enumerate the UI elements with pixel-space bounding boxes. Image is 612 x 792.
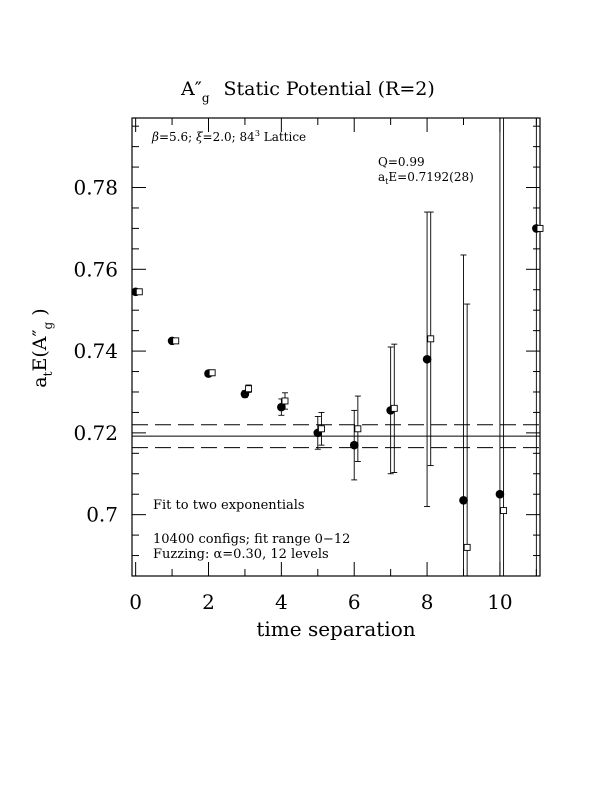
x-tick-label: 10: [487, 590, 512, 614]
lattice-label: β=5.6; ξ=2.0; 843 Lattice: [151, 129, 306, 144]
y-tick-label: 0.72: [73, 421, 118, 445]
configs-label: 10400 configs; fit range 0−12: [153, 532, 350, 547]
data-point-square: [463, 543, 471, 551]
data-point-square: [281, 397, 289, 405]
fit-band: [132, 424, 540, 449]
data-series: [131, 118, 544, 576]
y-tick-label: 0.74: [73, 339, 118, 363]
data-point-square: [208, 369, 216, 377]
x-tick-label: 0: [129, 590, 142, 614]
data-point-square: [354, 425, 362, 433]
data-point-circle: [495, 489, 505, 499]
x-tick-label: 6: [348, 590, 361, 614]
data-point-square: [317, 425, 325, 433]
x-tick-label: 8: [421, 590, 434, 614]
data-point-square: [135, 288, 143, 296]
data-point-square: [172, 337, 180, 345]
data-point-square: [500, 507, 508, 515]
chart-title: A″g Static Potential (R=2): [180, 78, 435, 105]
data-point-square: [245, 385, 253, 393]
data-point-square: [427, 335, 435, 343]
fuzzing-label: Fuzzing: α=0.30, 12 levels: [153, 547, 329, 562]
x-tick-label: 2: [202, 590, 215, 614]
fit-type-label: Fit to two exponentials: [153, 498, 305, 513]
data-point-circle: [459, 496, 468, 505]
data-point-square: [390, 404, 398, 412]
y-tick-label: 0.78: [73, 176, 118, 200]
y-axis-label: atE(A″g ): [29, 308, 55, 387]
fit-energy-label: atE=0.7192(28): [378, 170, 474, 186]
y-tick-label: 0.76: [73, 257, 118, 281]
x-tick-label: 4: [275, 590, 288, 614]
data-point-circle: [422, 354, 432, 364]
y-tick-label: 0.7: [86, 503, 118, 527]
x-axis-label: time separation: [256, 617, 415, 641]
fit-q-label: Q=0.99: [378, 155, 425, 169]
data-point-circle: [349, 440, 359, 450]
data-point-square: [536, 224, 544, 232]
